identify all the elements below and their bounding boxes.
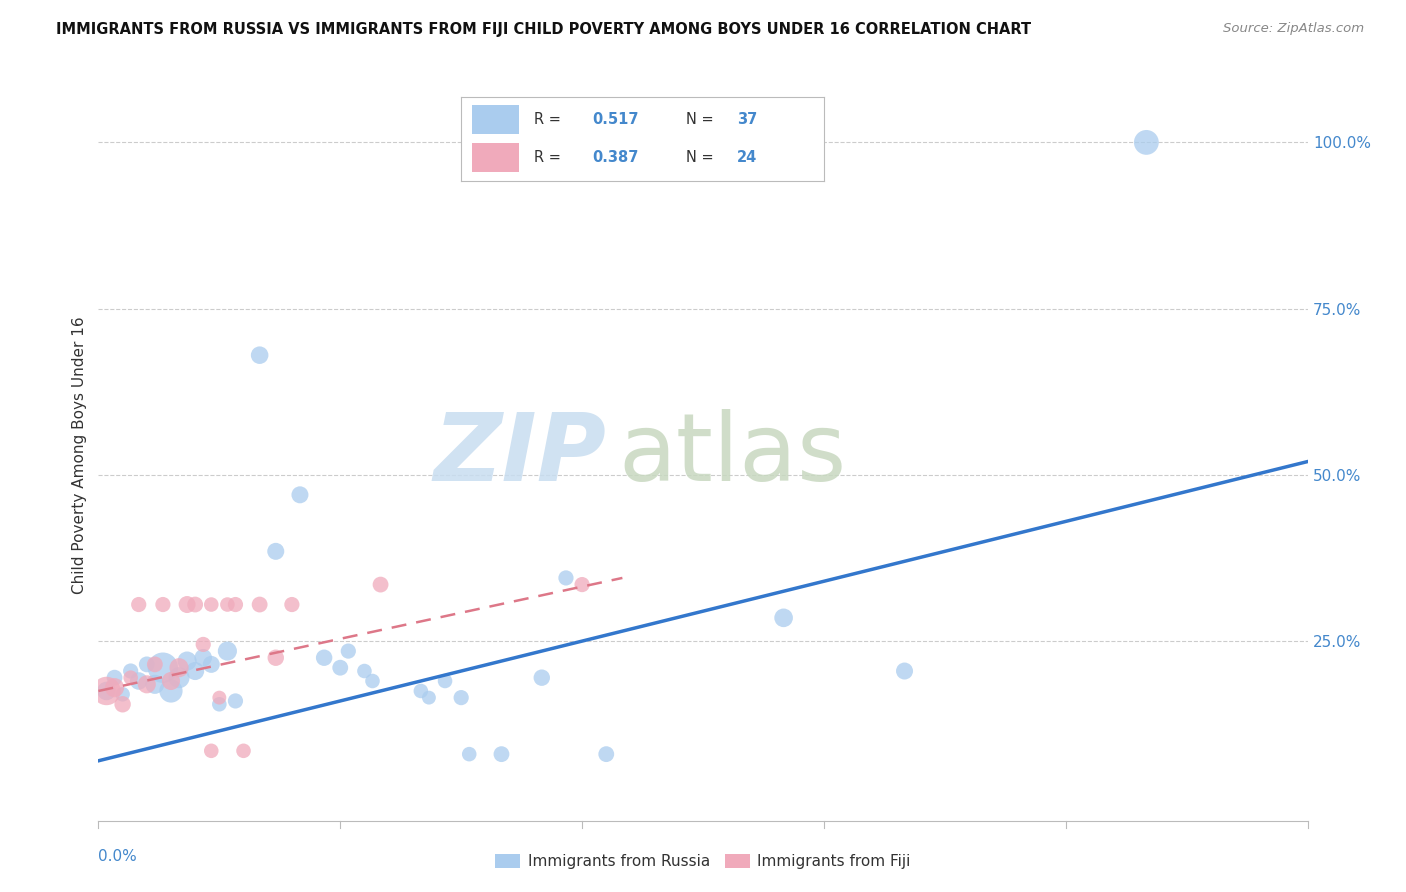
Point xyxy=(772,611,794,625)
Text: 0.0%: 0.0% xyxy=(98,849,138,863)
Text: atlas: atlas xyxy=(619,409,846,501)
Legend: Immigrants from Russia, Immigrants from Fiji: Immigrants from Russia, Immigrants from … xyxy=(489,847,917,875)
Point xyxy=(418,690,440,705)
Point xyxy=(143,677,166,691)
Point xyxy=(120,671,142,685)
Point xyxy=(224,694,246,708)
Point xyxy=(337,644,360,658)
Point xyxy=(571,577,593,591)
Point xyxy=(288,488,311,502)
Point xyxy=(264,544,287,558)
Point xyxy=(160,684,183,698)
Point xyxy=(152,661,174,675)
Point xyxy=(184,598,207,612)
Point xyxy=(409,684,432,698)
Point xyxy=(491,747,513,761)
Point xyxy=(111,698,134,712)
Point xyxy=(143,657,166,672)
Point xyxy=(361,673,384,688)
Point xyxy=(160,673,183,688)
Point xyxy=(96,684,118,698)
Point xyxy=(184,664,207,678)
Point xyxy=(103,671,125,685)
Point xyxy=(555,571,578,585)
Point xyxy=(434,673,457,688)
Point xyxy=(208,690,231,705)
Point xyxy=(458,747,481,761)
Point xyxy=(200,598,222,612)
Point xyxy=(314,650,336,665)
Point xyxy=(208,698,231,712)
Text: IMMIGRANTS FROM RUSSIA VS IMMIGRANTS FROM FIJI CHILD POVERTY AMONG BOYS UNDER 16: IMMIGRANTS FROM RUSSIA VS IMMIGRANTS FRO… xyxy=(56,22,1032,37)
Point xyxy=(120,664,142,678)
Point xyxy=(249,598,271,612)
Text: ZIP: ZIP xyxy=(433,409,606,501)
Point xyxy=(264,650,287,665)
Point xyxy=(135,657,157,672)
Point xyxy=(135,677,157,691)
Point xyxy=(176,654,198,668)
Point xyxy=(193,650,215,665)
Point xyxy=(96,684,118,698)
Point xyxy=(893,664,915,678)
Point xyxy=(281,598,304,612)
Point xyxy=(370,577,392,591)
Point xyxy=(128,673,150,688)
Point xyxy=(176,598,198,612)
Point xyxy=(217,598,239,612)
Point xyxy=(450,690,472,705)
Point xyxy=(200,744,222,758)
Point xyxy=(167,661,190,675)
Y-axis label: Child Poverty Among Boys Under 16: Child Poverty Among Boys Under 16 xyxy=(72,316,87,594)
Point xyxy=(329,661,352,675)
Point xyxy=(103,681,125,695)
Point xyxy=(111,687,134,701)
Point xyxy=(1135,136,1157,150)
Point xyxy=(200,657,222,672)
Point xyxy=(224,598,246,612)
Point xyxy=(232,744,254,758)
Point xyxy=(128,598,150,612)
Point xyxy=(167,671,190,685)
Point xyxy=(193,637,215,651)
Point xyxy=(152,598,174,612)
Point xyxy=(530,671,553,685)
Point xyxy=(353,664,375,678)
Point xyxy=(249,348,271,362)
Text: Source: ZipAtlas.com: Source: ZipAtlas.com xyxy=(1223,22,1364,36)
Point xyxy=(595,747,617,761)
Point xyxy=(217,644,239,658)
